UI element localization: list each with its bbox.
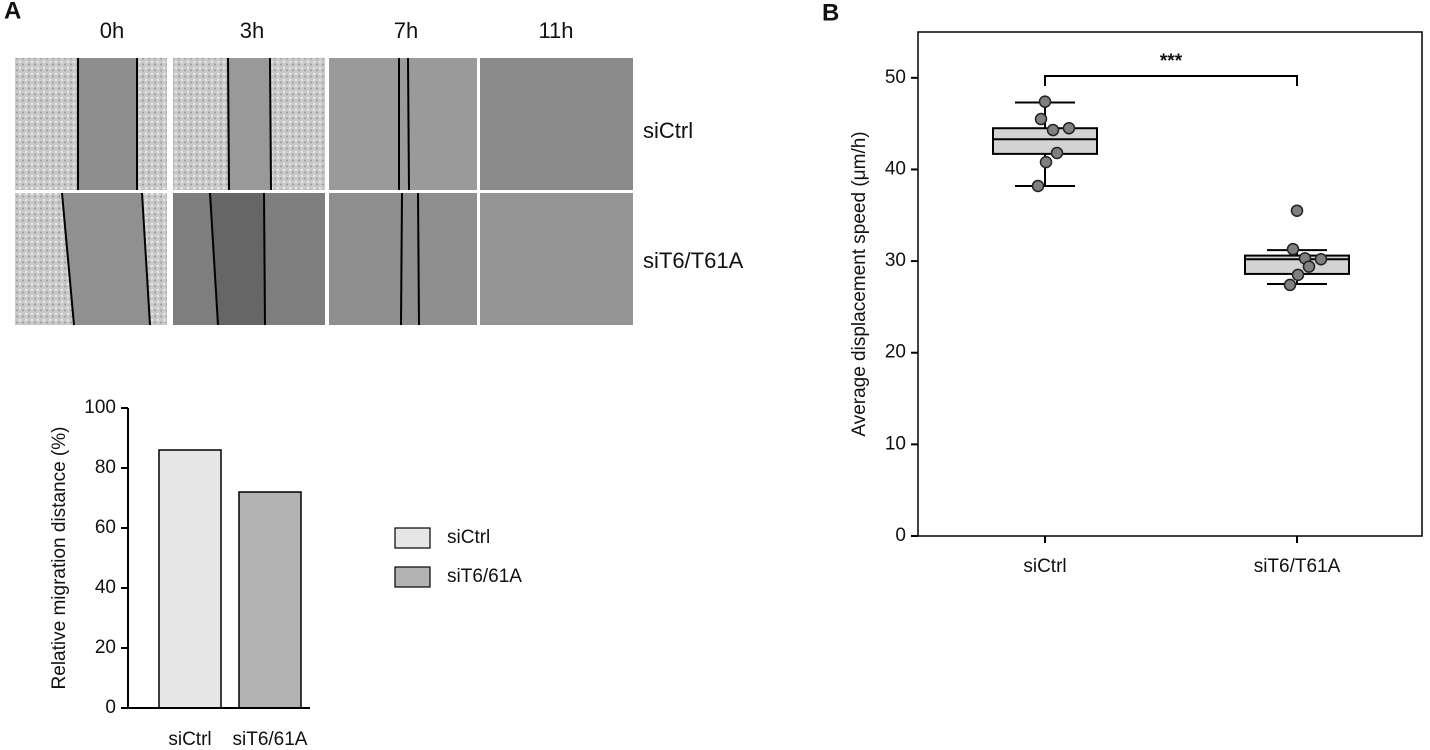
legend-swatch — [394, 566, 431, 588]
plot-frame — [917, 31, 1423, 537]
x-tick-label: siCtrl — [168, 729, 211, 750]
legend-swatch — [394, 527, 431, 549]
data-point — [1290, 204, 1304, 217]
data-point — [1302, 260, 1316, 273]
data-point — [1283, 278, 1297, 292]
panel-label: A — [4, 0, 21, 24]
y-axis-label: Relative migration distance (%) — [49, 427, 70, 690]
timepoint: 3h — [240, 18, 264, 43]
timepoint: 7h — [394, 18, 418, 43]
y-tick-label: 0 — [105, 697, 116, 718]
micrographs — [15, 57, 633, 326]
data-point — [1039, 155, 1053, 169]
significance-bracket — [1044, 75, 1298, 86]
data-point — [1031, 179, 1045, 193]
row-label: siCtrl — [643, 118, 693, 143]
data-point — [1038, 95, 1052, 108]
data-point — [1286, 242, 1300, 256]
timepoint: 0h — [100, 18, 124, 43]
y-tick-label: 80 — [95, 457, 116, 478]
data-point — [1062, 121, 1076, 135]
y-tick-label: 40 — [95, 577, 116, 598]
x-tick-label: siT6/61A — [233, 729, 308, 750]
legend-label: siT6/61A — [447, 566, 522, 587]
data-point — [1314, 253, 1328, 266]
x-tick-label: siT6/T61A — [1254, 556, 1341, 577]
panel-label: B — [822, 0, 839, 26]
y-tick-label: 40 — [885, 158, 906, 179]
y-tick-label: 20 — [885, 342, 906, 363]
y-tick-label: 50 — [885, 67, 906, 88]
y-tick-label: 100 — [84, 397, 116, 418]
data-point — [1046, 123, 1060, 137]
legend-label: siCtrl — [447, 527, 490, 548]
data-point — [1034, 112, 1048, 126]
x-tick-label: siCtrl — [1023, 556, 1066, 577]
bar — [158, 449, 222, 709]
row-label: siT6/T61A — [643, 248, 744, 273]
y-axis-label: Average displacement speed (μm/h) — [849, 131, 870, 436]
box — [992, 127, 1098, 155]
y-tick-label: 0 — [895, 525, 906, 546]
bar — [238, 491, 302, 709]
y-tick-label: 30 — [885, 250, 906, 271]
y-tick-label: 60 — [95, 517, 116, 538]
data-point — [1050, 146, 1064, 160]
data-point — [1291, 268, 1305, 282]
y-tick-label: 20 — [95, 637, 116, 658]
significance-label: *** — [1160, 51, 1183, 72]
timepoint: 11h — [538, 18, 573, 43]
y-tick-label: 10 — [885, 433, 906, 454]
